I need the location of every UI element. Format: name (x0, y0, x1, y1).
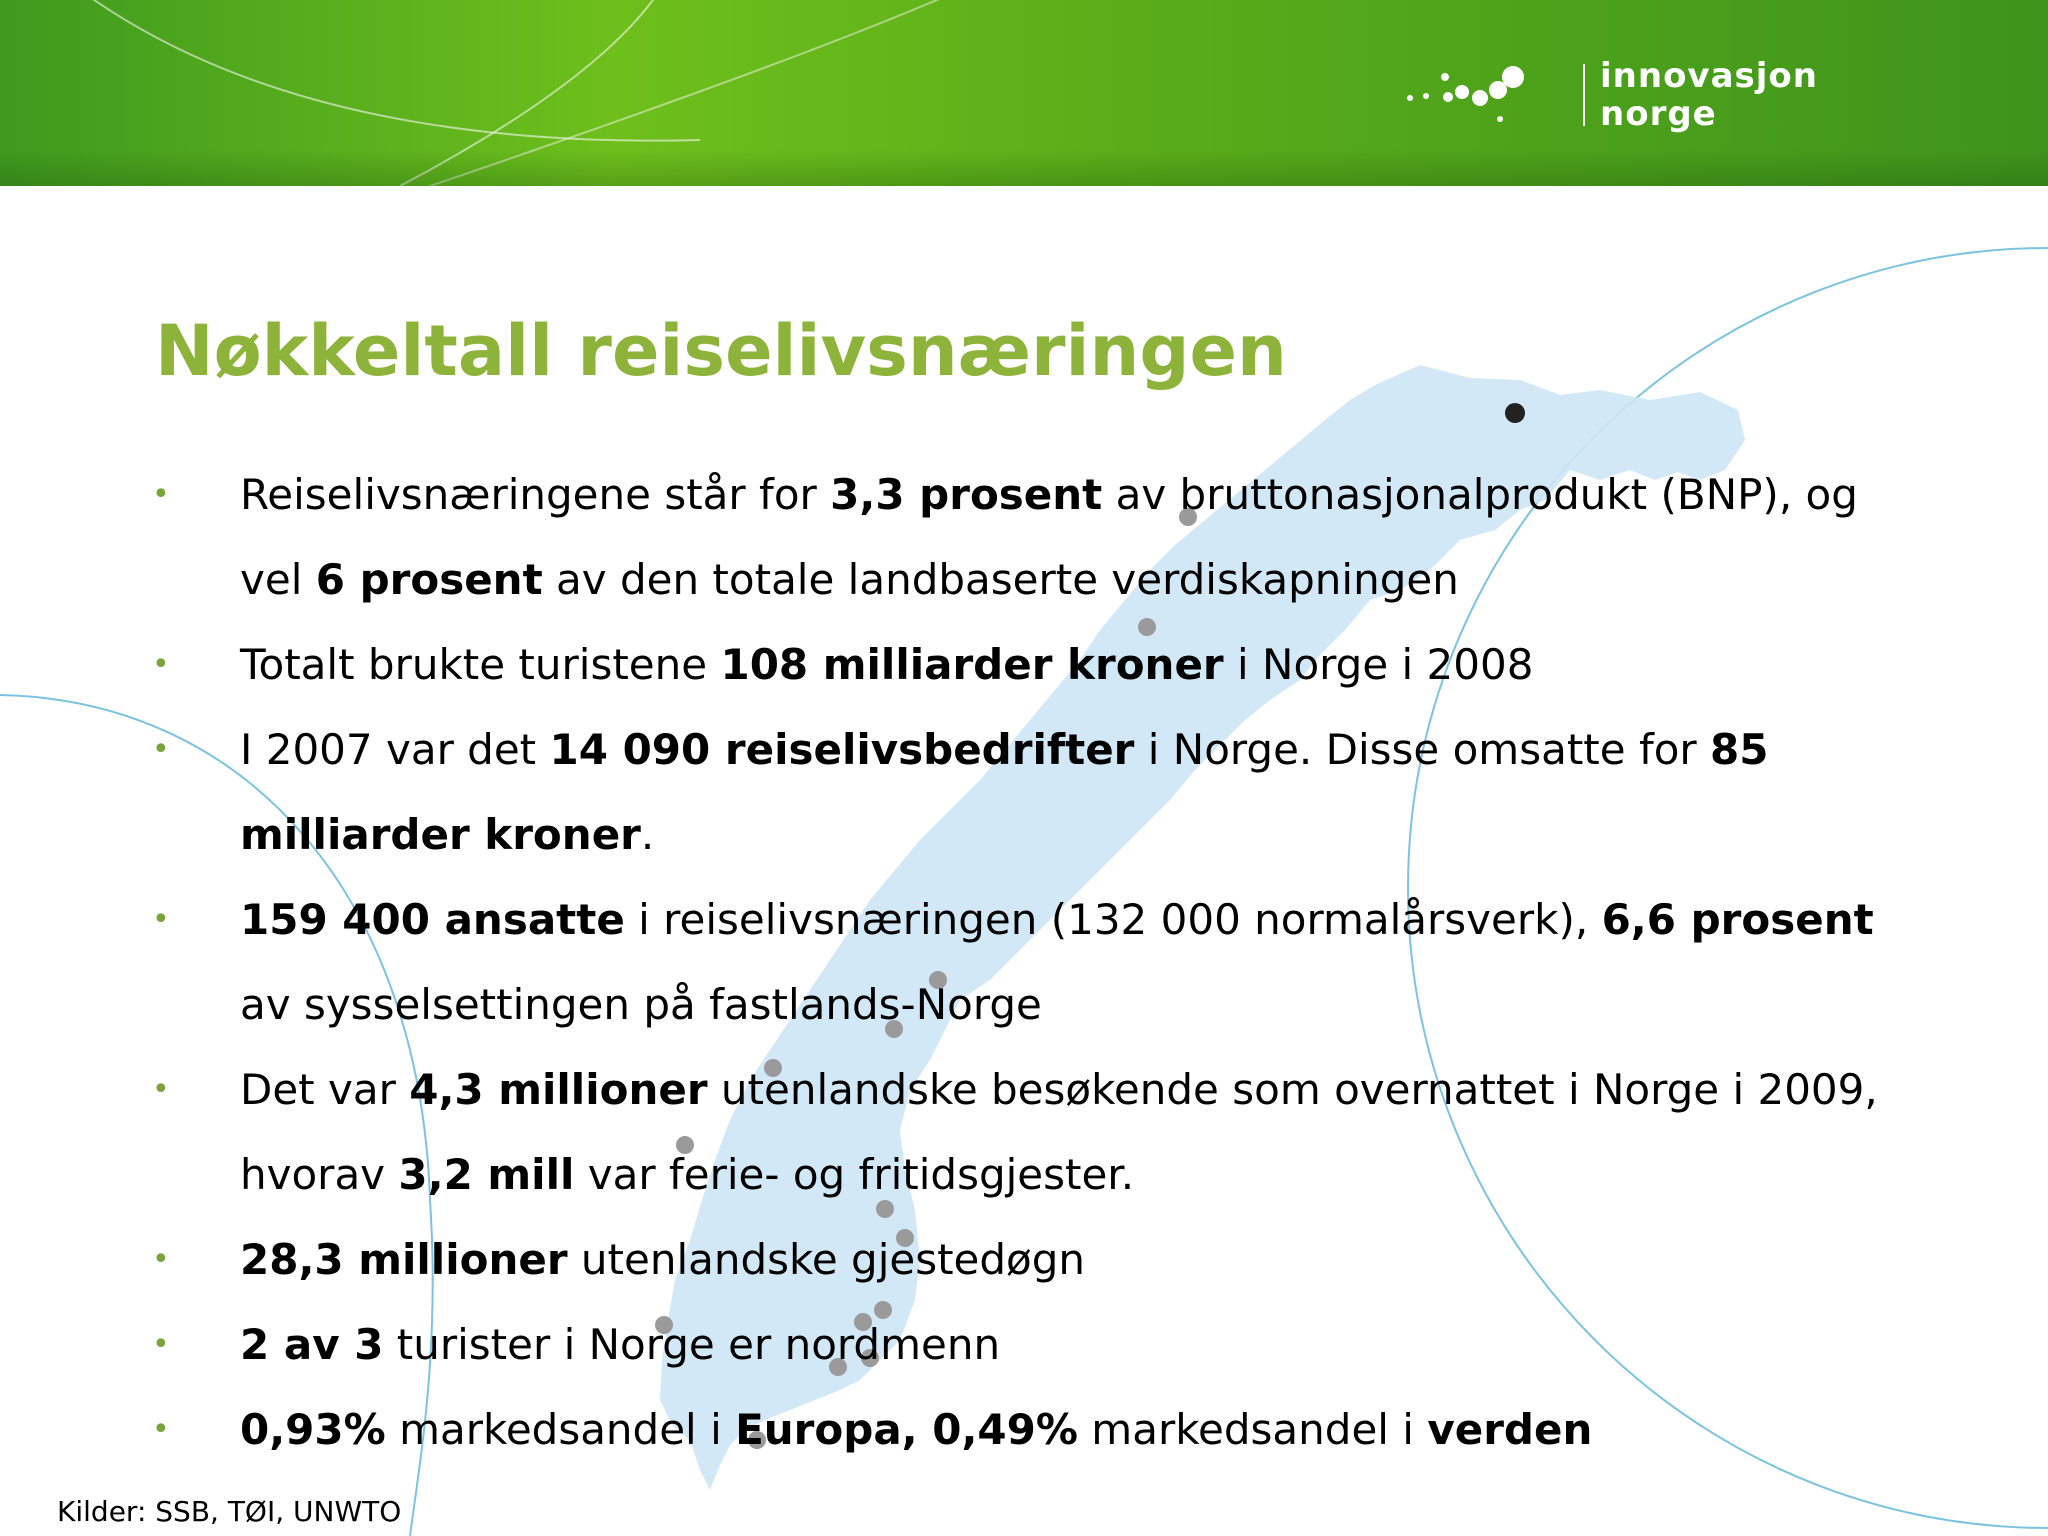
bullet-marker: • (152, 1242, 170, 1277)
innovasjon-norge-logo: innovasjon norge (1400, 52, 1840, 142)
logo-line-2: norge (1600, 94, 1717, 134)
logo-dots-icon (1407, 66, 1524, 122)
map-city-dots (655, 403, 1525, 1449)
slide-title: Nøkkeltall reiselivsnæringen (155, 310, 1287, 392)
logo-wordmark: innovasjon norge (1600, 57, 1818, 133)
bullet-foreign-visitors: • Det var 4,3 millioner utenlandske besøk… (150, 1047, 1910, 1217)
bullet-marker: • (152, 902, 170, 937)
bullet-businesses: • I 2007 var det 14 090 reiselivsbedrifte… (150, 707, 1910, 877)
bullet-tourist-spending: • Totalt brukte turistene 108 milliarder … (150, 622, 1910, 707)
bullet-gdp-share: • Reiselivsnæringene står for 3,3 prosent… (150, 452, 1910, 622)
bullet-marker: • (152, 1072, 170, 1107)
bullet-marker: • (152, 1412, 170, 1447)
source-footnote: Kilder: SSB, TØI, UNWTO (57, 1495, 402, 1528)
logo-divider (1583, 64, 1585, 126)
bullet-guest-nights: • 28,3 millioner utenlandske gjestedøgn (150, 1217, 1910, 1302)
bullet-employees: • 159 400 ansatte i reiselivsnæringen (13… (150, 877, 1910, 1047)
bullet-market-share: • 0,93% markedsandel i Europa, 0,49% mark… (150, 1387, 1910, 1472)
decorative-circle-right (1407, 247, 2048, 1529)
logo-line-1: innovasjon (1600, 56, 1818, 96)
bullet-marker: • (152, 732, 170, 767)
header-band: innovasjon norge (0, 0, 2048, 186)
bullet-domestic-share: • 2 av 3 turister i Norge er nordmenn (150, 1302, 1910, 1387)
decorative-circle-left (0, 694, 434, 1536)
bullet-marker: • (152, 647, 170, 682)
norway-map (660, 365, 1745, 1490)
bullet-marker: • (152, 1327, 170, 1362)
bullet-marker: • (152, 477, 170, 512)
key-figures-list: • Reiselivsnæringene står for 3,3 prosent… (150, 452, 1910, 1472)
header-decorative-arcs (92, 0, 940, 186)
